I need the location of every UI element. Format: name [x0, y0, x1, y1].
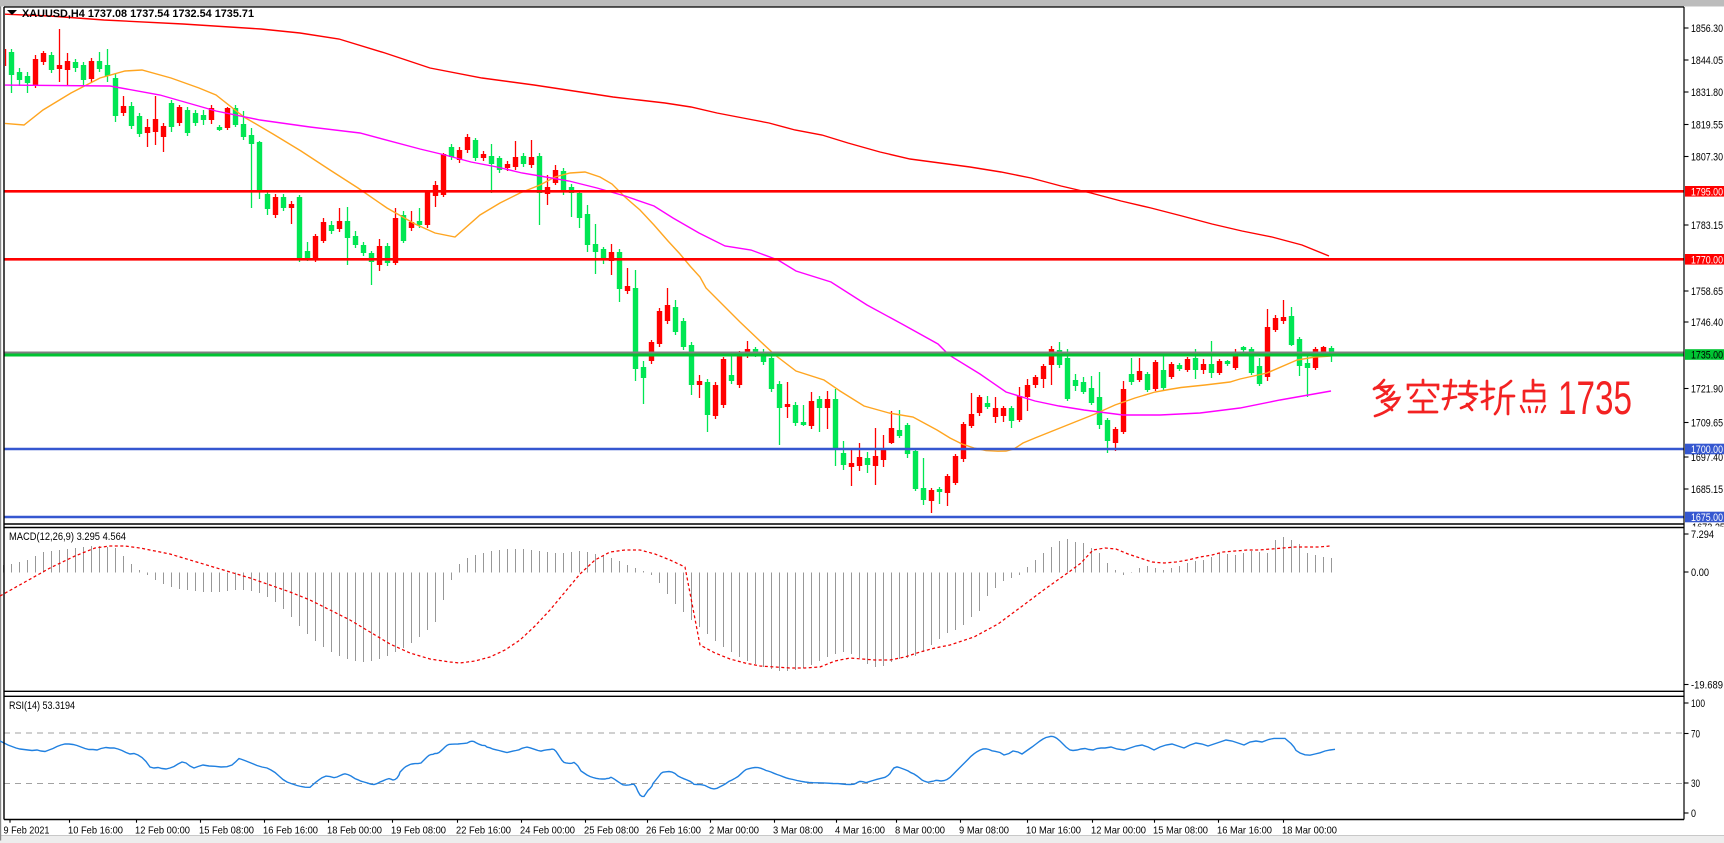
- svg-text:1856.30: 1856.30: [1691, 23, 1723, 35]
- svg-text:12 Mar 00:00: 12 Mar 00:00: [1091, 826, 1146, 837]
- svg-text:18 Mar 00:00: 18 Mar 00:00: [1282, 826, 1337, 837]
- svg-text:XAUUSD,H4 1737.08 1737.54 173: XAUUSD,H4 1737.08 1737.54 1732.54 1735.7…: [22, 8, 254, 20]
- svg-text:8 Mar 00:00: 8 Mar 00:00: [895, 826, 945, 837]
- svg-text:16 Mar 16:00: 16 Mar 16:00: [1217, 826, 1272, 837]
- svg-text:0: 0: [1691, 808, 1696, 820]
- svg-text:1675.00: 1675.00: [1691, 512, 1723, 524]
- svg-text:1819.55: 1819.55: [1691, 120, 1723, 132]
- svg-text:1721.90: 1721.90: [1691, 384, 1723, 396]
- svg-text:100: 100: [1691, 698, 1705, 710]
- svg-text:26 Feb 16:00: 26 Feb 16:00: [646, 826, 701, 837]
- svg-text:1844.05: 1844.05: [1691, 55, 1723, 67]
- svg-text:30: 30: [1691, 778, 1700, 790]
- svg-text:19 Feb 08:00: 19 Feb 08:00: [391, 826, 446, 837]
- svg-text:1770.00: 1770.00: [1691, 254, 1723, 266]
- svg-text:1673.25: 1673.25: [1692, 522, 1724, 534]
- svg-text:1685.15: 1685.15: [1691, 484, 1723, 496]
- svg-text:1758.65: 1758.65: [1691, 286, 1723, 298]
- svg-text:-19.689: -19.689: [1691, 680, 1723, 692]
- svg-text:18 Feb 00:00: 18 Feb 00:00: [327, 826, 382, 837]
- svg-text:25 Feb 08:00: 25 Feb 08:00: [584, 826, 639, 837]
- svg-text:15 Mar 08:00: 15 Mar 08:00: [1153, 826, 1208, 837]
- svg-text:1746.40: 1746.40: [1691, 317, 1723, 329]
- svg-text:1831.80: 1831.80: [1691, 87, 1723, 99]
- svg-text:10 Feb 16:00: 10 Feb 16:00: [68, 826, 123, 837]
- svg-text:0.00: 0.00: [1691, 567, 1709, 579]
- svg-text:1709.65: 1709.65: [1691, 418, 1723, 430]
- svg-text:4 Mar 16:00: 4 Mar 16:00: [835, 826, 885, 837]
- svg-text:12 Feb 00:00: 12 Feb 00:00: [135, 826, 190, 837]
- svg-text:1697.40: 1697.40: [1691, 452, 1723, 464]
- svg-text:1735.00: 1735.00: [1691, 350, 1723, 362]
- svg-text:1795.00: 1795.00: [1691, 186, 1723, 198]
- svg-text:1700.00: 1700.00: [1691, 444, 1723, 456]
- svg-text:RSI(14) 53.3194: RSI(14) 53.3194: [9, 700, 75, 712]
- svg-text:MACD(12,26,9) 3.295 4.564: MACD(12,26,9) 3.295 4.564: [9, 531, 126, 543]
- svg-text:22 Feb 16:00: 22 Feb 16:00: [456, 826, 511, 837]
- svg-text:15 Feb 08:00: 15 Feb 08:00: [199, 826, 254, 837]
- svg-text:2 Mar 00:00: 2 Mar 00:00: [709, 826, 759, 837]
- svg-text:3 Mar 08:00: 3 Mar 08:00: [773, 826, 823, 837]
- svg-text:16 Feb 16:00: 16 Feb 16:00: [263, 826, 318, 837]
- svg-text:1807.30: 1807.30: [1691, 152, 1723, 164]
- svg-text:9 Feb 2021: 9 Feb 2021: [4, 826, 50, 837]
- svg-text:7.294: 7.294: [1691, 529, 1714, 541]
- svg-text:9 Mar 08:00: 9 Mar 08:00: [959, 826, 1009, 837]
- svg-text:24 Feb 00:00: 24 Feb 00:00: [520, 826, 575, 837]
- svg-text:1735: 1735: [1558, 371, 1632, 424]
- svg-text:10 Mar 16:00: 10 Mar 16:00: [1026, 826, 1081, 837]
- svg-text:70: 70: [1691, 729, 1700, 741]
- svg-text:1783.15: 1783.15: [1691, 220, 1723, 232]
